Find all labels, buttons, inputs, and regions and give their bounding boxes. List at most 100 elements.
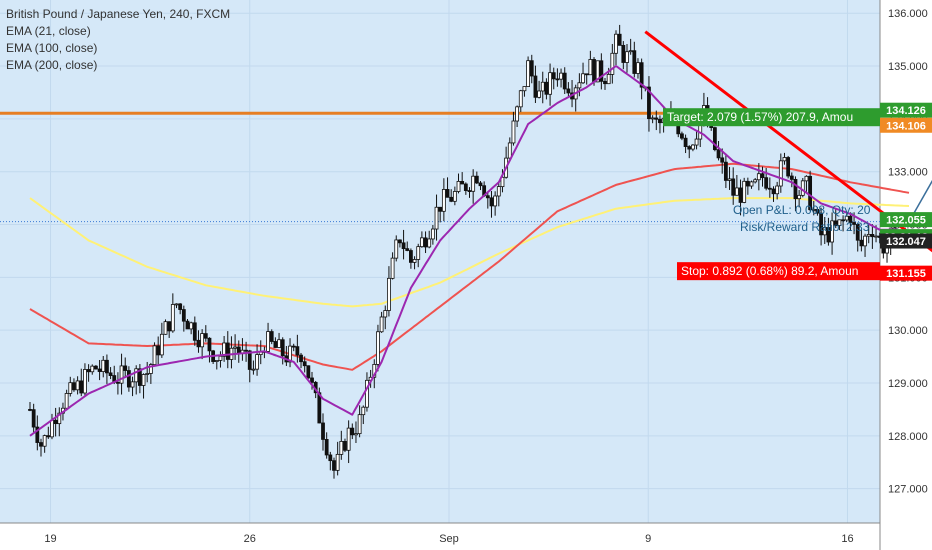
candle-body bbox=[658, 118, 662, 124]
x-tick-label: Sep bbox=[439, 533, 459, 545]
candle-down bbox=[687, 145, 692, 159]
candle-down bbox=[760, 166, 765, 187]
candle-down bbox=[445, 177, 450, 198]
candle-body bbox=[207, 337, 212, 352]
candle-up bbox=[394, 235, 399, 262]
candle-up bbox=[361, 405, 366, 425]
candle-down bbox=[658, 115, 662, 134]
candle-down bbox=[438, 206, 443, 223]
ema200-line bbox=[29, 197, 910, 308]
candle-down bbox=[126, 366, 131, 392]
candle-up bbox=[390, 252, 395, 280]
candle-body bbox=[456, 180, 461, 192]
candle-down bbox=[244, 341, 248, 362]
candle-body bbox=[687, 146, 692, 150]
legend-ema21: EMA (21, close) bbox=[6, 24, 91, 38]
candle-body bbox=[105, 359, 109, 374]
candle-up bbox=[650, 115, 655, 124]
candle-up bbox=[628, 38, 633, 55]
candle-up bbox=[756, 163, 761, 191]
candle-body bbox=[745, 180, 750, 187]
candle-body bbox=[467, 190, 472, 192]
candle-body bbox=[518, 90, 523, 108]
tag-hline-box bbox=[880, 117, 932, 133]
candle-down bbox=[826, 217, 831, 246]
candle-body bbox=[485, 195, 490, 199]
candle-down bbox=[273, 337, 278, 348]
candle-down bbox=[398, 239, 402, 248]
candle-body bbox=[496, 186, 501, 197]
candle-down bbox=[712, 126, 717, 152]
stop-label: Stop: 0.892 (0.68%) 89.2, Amoun bbox=[681, 264, 858, 278]
candle-down bbox=[137, 364, 142, 394]
candle-down bbox=[97, 360, 102, 381]
candle-body bbox=[478, 182, 483, 187]
candle-body bbox=[712, 127, 717, 151]
candle-up bbox=[251, 360, 256, 375]
candle-up bbox=[727, 166, 732, 190]
candle-down bbox=[859, 229, 864, 252]
candle-body bbox=[628, 50, 633, 53]
candle-up bbox=[75, 376, 80, 395]
candle-body bbox=[324, 439, 329, 456]
candle-down bbox=[350, 423, 355, 440]
candle-body bbox=[438, 206, 443, 212]
candle-down bbox=[617, 24, 622, 46]
candle-body bbox=[346, 427, 351, 451]
candle-down bbox=[551, 67, 556, 90]
candle-body bbox=[196, 339, 201, 348]
candle-body bbox=[266, 331, 270, 352]
candle-up bbox=[441, 178, 446, 222]
y-tick-label: 128.000 bbox=[888, 431, 928, 443]
candle-up bbox=[581, 62, 585, 85]
candle-up bbox=[64, 389, 69, 411]
candle-body bbox=[130, 381, 135, 388]
candle-body bbox=[277, 339, 281, 348]
candle-up bbox=[800, 177, 805, 198]
candle-body bbox=[617, 33, 622, 46]
candle-body bbox=[870, 234, 875, 238]
candle-body bbox=[390, 257, 395, 279]
candle-body bbox=[460, 180, 465, 185]
candle-body bbox=[614, 33, 618, 54]
candle-body bbox=[866, 234, 871, 237]
candle-body bbox=[815, 209, 820, 214]
candle-body bbox=[72, 382, 76, 391]
candle-body bbox=[416, 246, 421, 260]
candle-body bbox=[764, 177, 769, 189]
candle-down bbox=[833, 208, 838, 229]
candle-up bbox=[266, 322, 270, 354]
candle-body bbox=[584, 73, 589, 76]
candle-body bbox=[511, 120, 516, 144]
candle-down bbox=[786, 155, 791, 179]
candle-body bbox=[379, 316, 384, 333]
candle-down bbox=[621, 41, 626, 70]
candle-down bbox=[299, 352, 303, 369]
candle-up bbox=[163, 319, 168, 335]
candle-body bbox=[526, 60, 530, 87]
candle-body bbox=[83, 369, 87, 394]
candle-up bbox=[255, 344, 259, 376]
candle-body bbox=[548, 72, 552, 95]
candle-up bbox=[775, 181, 780, 200]
candle-body bbox=[804, 175, 809, 182]
candle-down bbox=[599, 53, 604, 90]
candle-body bbox=[522, 86, 527, 92]
candle-body bbox=[306, 365, 311, 379]
candle-down bbox=[819, 207, 823, 246]
candle-body bbox=[767, 187, 772, 190]
candle-down bbox=[489, 190, 494, 218]
y-tick-label: 133.000 bbox=[888, 167, 928, 179]
candle-up bbox=[430, 224, 435, 245]
candle-body bbox=[811, 209, 816, 211]
candle-down bbox=[720, 148, 725, 174]
candle-body bbox=[251, 368, 256, 371]
candle-body bbox=[603, 80, 607, 85]
candle-down bbox=[328, 451, 333, 471]
candle-body bbox=[145, 373, 150, 375]
candle-down bbox=[680, 131, 684, 141]
candle-up bbox=[200, 329, 205, 360]
candle-body bbox=[108, 372, 113, 376]
